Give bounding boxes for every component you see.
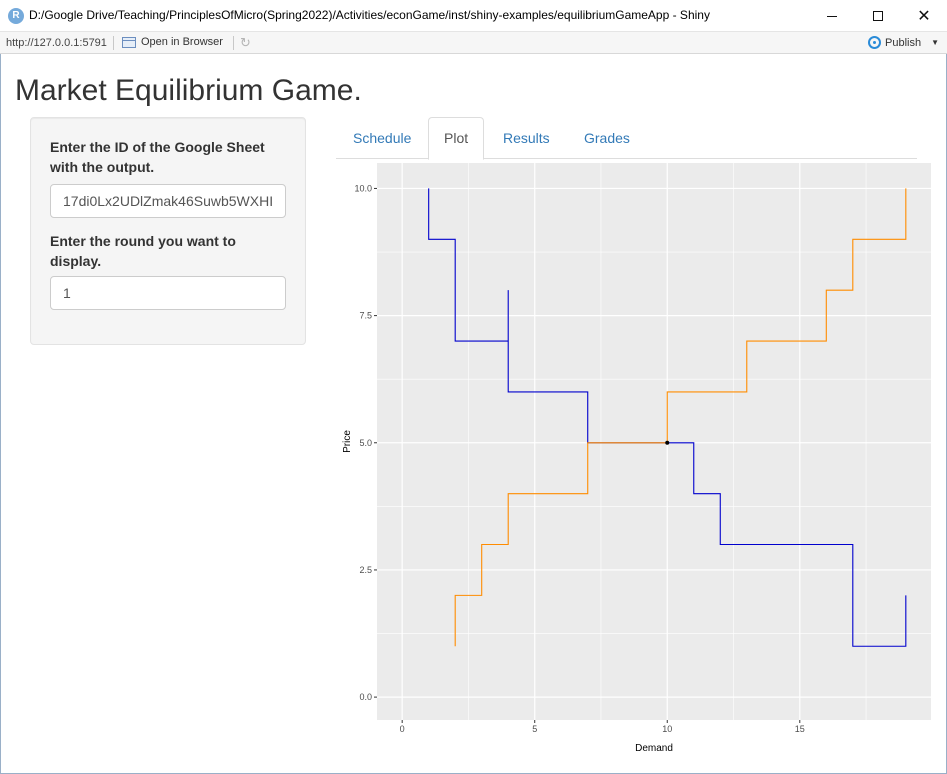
grid-major xyxy=(377,163,931,720)
window-titlebar: R D:/Google Drive/Teaching/PrinciplesOfM… xyxy=(0,0,947,32)
y-tick-label: 5.0 xyxy=(359,438,372,448)
series-layer xyxy=(428,188,907,647)
grid-minor xyxy=(377,163,931,720)
publish-button[interactable]: Publish ▼ xyxy=(868,36,939,49)
open-in-browser-label: Open in Browser xyxy=(141,36,223,48)
x-tick-label: 10 xyxy=(662,724,672,734)
maximize-icon xyxy=(873,11,883,21)
publish-label: Publish xyxy=(885,36,922,49)
plot-panel-background xyxy=(377,163,931,720)
window-title: D:/Google Drive/Teaching/PrinciplesOfMic… xyxy=(29,8,710,22)
x-axis-title: Demand xyxy=(635,743,673,754)
tab-plot[interactable]: Plot xyxy=(428,117,485,160)
y-tick-label: 0.0 xyxy=(359,692,372,702)
toolbar-separator xyxy=(233,36,234,50)
tab-results[interactable]: Results xyxy=(503,130,550,146)
viewer-toolbar: http://127.0.0.1:5791 Open in Browser ↻ … xyxy=(0,32,947,54)
plot-container: 0 5 10 15 0.0 2.5 5.0 7.5 10.0 Demand Price xyxy=(336,160,932,760)
series-line-1 xyxy=(454,188,907,647)
equilibrium-plot: 0 5 10 15 0.0 2.5 5.0 7.5 10.0 Demand Price xyxy=(342,163,931,754)
minimize-button[interactable] xyxy=(809,0,855,32)
x-tick-label: 15 xyxy=(795,724,805,734)
axes-layer: 0 5 10 15 0.0 2.5 5.0 7.5 10.0 xyxy=(354,183,804,734)
open-in-browser-button[interactable]: Open in Browser xyxy=(122,36,223,48)
r-app-icon: R xyxy=(8,8,24,24)
y-tick-label: 2.5 xyxy=(359,565,372,575)
browser-window-icon xyxy=(122,36,136,48)
y-axis-title: Price xyxy=(342,430,353,453)
y-tick-label: 7.5 xyxy=(359,311,372,321)
round-label: Enter the round you want to display. xyxy=(50,233,236,269)
y-tick-label: 10.0 xyxy=(354,183,372,193)
refresh-icon[interactable]: ↻ xyxy=(240,35,251,50)
x-tick-label: 0 xyxy=(400,724,405,734)
sheet-id-label: Enter the ID of the Google Sheet with th… xyxy=(50,139,265,175)
tab-bar: Schedule Plot Results Grades xyxy=(336,117,917,160)
caret-down-icon: ▼ xyxy=(931,38,939,47)
url-display: http://127.0.0.1:5791 xyxy=(6,37,107,49)
tab-schedule[interactable]: Schedule xyxy=(353,130,412,146)
close-icon: ✕ xyxy=(917,8,931,25)
sidebar-panel: Enter the ID of the Google Sheet with th… xyxy=(30,117,306,345)
tab-grades[interactable]: Grades xyxy=(584,130,630,146)
publish-icon xyxy=(868,36,881,49)
x-tick-label: 5 xyxy=(532,724,537,734)
maximize-button[interactable] xyxy=(855,0,901,32)
equilibrium-point xyxy=(665,440,670,445)
close-button[interactable]: ✕ xyxy=(901,0,947,32)
minimize-icon xyxy=(827,15,837,17)
round-input[interactable]: 1 xyxy=(50,276,286,310)
toolbar-separator xyxy=(113,36,114,50)
page-title: Market Equilibrium Game. xyxy=(15,74,362,107)
sheet-id-input[interactable]: 17di0Lx2UDlZmak46Suwb5WXHI xyxy=(50,184,286,218)
